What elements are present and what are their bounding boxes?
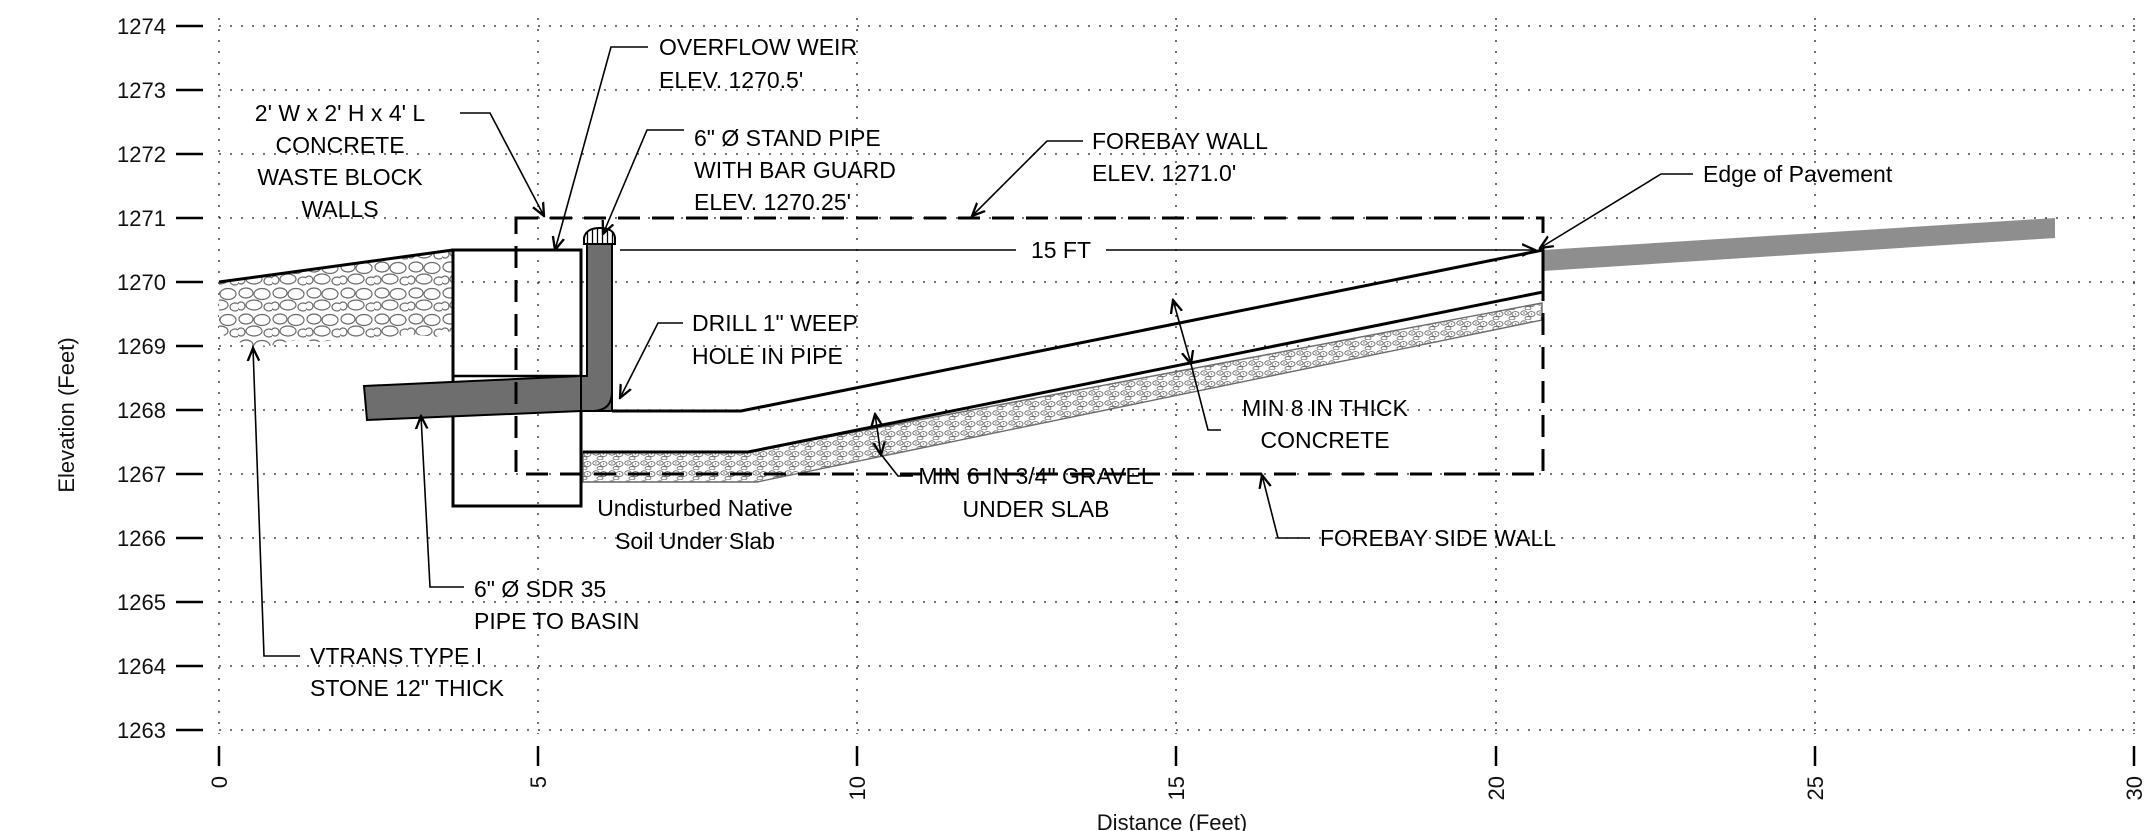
overflow-weir-line1: OVERFLOW WEIR xyxy=(659,34,857,60)
stand-pipe-line3: ELEV. 1270.25' xyxy=(694,189,851,215)
pavement xyxy=(1543,218,2055,271)
concrete-line1: MIN 8 IN THICK xyxy=(1242,395,1408,421)
stand-pipe-line2: WITH BAR GUARD xyxy=(694,157,896,183)
sdr-pipe-line2: PIPE TO BASIN xyxy=(474,608,639,634)
callout-forebay-wall: FOREBAY WALL ELEV. 1271.0' xyxy=(972,128,1268,216)
y-tick-label: 1274 xyxy=(117,14,166,39)
stand-pipe-line1: 6" Ø STAND PIPE xyxy=(694,125,881,151)
waste-block-line2: CONCRETE xyxy=(275,132,404,158)
x-tick-label: 25 xyxy=(1803,776,1828,800)
y-tick-label: 1266 xyxy=(117,526,166,551)
sdr-35-pipe xyxy=(362,375,613,422)
y-tick-label: 1267 xyxy=(117,462,166,487)
y-tick-label: 1273 xyxy=(117,78,166,103)
x-tick-label: 5 xyxy=(526,776,551,788)
native-soil-line1: Undisturbed Native xyxy=(597,495,793,521)
gravel-line2: UNDER SLAB xyxy=(963,496,1110,522)
forebay-wall-line1: FOREBAY WALL xyxy=(1092,128,1268,154)
stone-top-grade xyxy=(218,248,454,284)
y-axis: 1274 1273 1272 1271 1270 1269 1268 1267 … xyxy=(54,14,203,743)
x-axis: 0 5 10 15 20 25 30 Distance (Feet) xyxy=(207,746,2144,831)
callout-sdr-pipe: 6" Ø SDR 35 PIPE TO BASIN xyxy=(421,416,639,634)
y-tick-label: 1263 xyxy=(117,718,166,743)
dimension-label-15ft: 15 FT xyxy=(1031,237,1091,263)
callout-concrete-thickness: MIN 8 IN THICK CONCRETE xyxy=(1173,300,1409,453)
stone-line2: STONE 12" THICK xyxy=(310,675,505,701)
stand-pipe xyxy=(580,239,613,412)
y-tick-label: 1269 xyxy=(117,334,166,359)
y-tick-label: 1271 xyxy=(117,206,166,231)
waste-block-line3: WASTE BLOCK xyxy=(257,164,423,190)
y-tick-label: 1270 xyxy=(117,270,166,295)
overflow-weir-line2: ELEV. 1270.5' xyxy=(659,67,803,93)
waste-block-line4: WALLS xyxy=(301,196,378,222)
callout-edge-of-pavement: Edge of Pavement xyxy=(1540,161,1893,248)
x-tick-label: 10 xyxy=(845,776,870,800)
stone-line1: VTRANS TYPE I xyxy=(310,643,482,669)
x-tick-label: 15 xyxy=(1164,776,1189,800)
forebay-wall-outline xyxy=(514,216,1545,476)
width-dimension: 15 FT xyxy=(620,237,1535,263)
gravel-line1: MIN 6 IN 3/4" GRAVEL xyxy=(918,463,1153,489)
callout-waste-block: 2' W x 2' H x 4' L CONCRETE WASTE BLOCK … xyxy=(255,100,544,222)
callout-forebay-side-wall: FOREBAY SIDE WALL xyxy=(1262,475,1556,551)
y-tick-label: 1265 xyxy=(117,590,166,615)
bar-guard-icon xyxy=(583,226,616,245)
riprap-stone-fill xyxy=(219,250,453,346)
waste-block-line1: 2' W x 2' H x 4' L xyxy=(255,100,426,126)
x-tick-label: 0 xyxy=(207,776,232,788)
callout-overflow-weir: OVERFLOW WEIR ELEV. 1270.5' xyxy=(555,34,857,250)
weep-hole-line1: DRILL 1" WEEP xyxy=(692,310,858,336)
y-axis-title: Elevation (Feet) xyxy=(54,337,79,492)
callout-native-soil: Undisturbed Native Soil Under Slab xyxy=(597,495,793,554)
x-tick-label: 30 xyxy=(2122,776,2144,800)
y-tick-label: 1272 xyxy=(117,142,166,167)
forebay-wall-line2: ELEV. 1271.0' xyxy=(1092,160,1236,186)
edge-of-pavement-label: Edge of Pavement xyxy=(1703,161,1893,187)
concrete-line2: CONCRETE xyxy=(1260,427,1389,453)
weep-hole-line2: HOLE IN PIPE xyxy=(692,343,843,369)
side-wall-label: FOREBAY SIDE WALL xyxy=(1320,525,1556,551)
y-tick-label: 1264 xyxy=(117,654,166,679)
callout-stand-pipe: 6" Ø STAND PIPE WITH BAR GUARD ELEV. 127… xyxy=(603,125,896,234)
y-tick-label: 1268 xyxy=(117,398,166,423)
callout-gravel-thickness: MIN 6 IN 3/4" GRAVEL UNDER SLAB xyxy=(875,414,1154,522)
callout-vtrans-stone: VTRANS TYPE I STONE 12" THICK xyxy=(253,348,505,701)
x-axis-title: Distance (Feet) xyxy=(1097,810,1247,831)
callout-weep-hole: DRILL 1" WEEP HOLE IN PIPE xyxy=(620,310,858,398)
sdr-pipe-line1: 6" Ø SDR 35 xyxy=(474,576,606,602)
native-soil-line2: Soil Under Slab xyxy=(615,528,775,554)
x-tick-label: 20 xyxy=(1484,776,1509,800)
